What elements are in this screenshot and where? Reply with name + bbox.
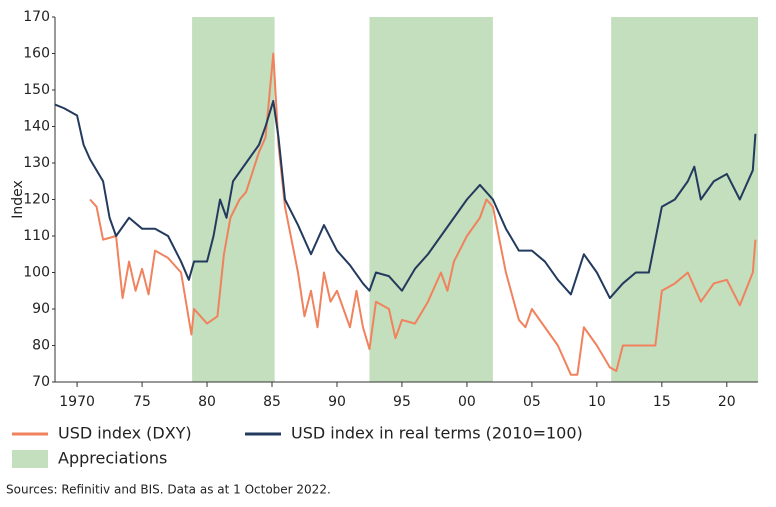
x-tick-label: 15 (653, 394, 671, 410)
x-tick-label: 00 (458, 394, 476, 410)
legend-swatch (12, 450, 48, 468)
source-note: Sources: Refinitiv and BIS. Data as at 1… (6, 483, 331, 497)
appreciation-band (192, 17, 275, 382)
y-tick-label: 140 (23, 119, 50, 135)
x-tick-label: 90 (328, 394, 346, 410)
legend-label: Appreciations (58, 449, 167, 468)
y-tick-label: 130 (23, 155, 50, 171)
x-tick-label: 05 (523, 394, 541, 410)
y-tick-label: 160 (23, 46, 50, 62)
y-tick-label: 90 (32, 301, 50, 317)
x-tick-label: 10 (588, 394, 606, 410)
y-tick-label: 70 (32, 374, 50, 390)
x-tick-label: 80 (198, 394, 216, 410)
y-tick-label: 80 (32, 338, 50, 354)
appreciation-band (611, 17, 758, 382)
y-tick-label: 170 (23, 9, 50, 25)
x-tick-label: 95 (393, 394, 411, 410)
x-tick-label: 1970 (59, 394, 95, 410)
legend-label: USD index (DXY) (58, 424, 192, 443)
series-line (54, 99, 757, 300)
series-line (89, 52, 757, 376)
x-tick-label: 75 (133, 394, 151, 410)
appreciation-band (369, 17, 493, 382)
y-tick-label: 120 (23, 192, 50, 208)
y-tick-label: 100 (23, 265, 50, 281)
x-tick-label: 85 (263, 394, 281, 410)
x-tick-label: 20 (718, 394, 736, 410)
y-tick-label: 110 (23, 228, 50, 244)
y-axis-label: Index (10, 180, 26, 219)
y-tick-label: 150 (23, 82, 50, 98)
legend-label: USD index in real terms (2010=100) (291, 424, 583, 443)
